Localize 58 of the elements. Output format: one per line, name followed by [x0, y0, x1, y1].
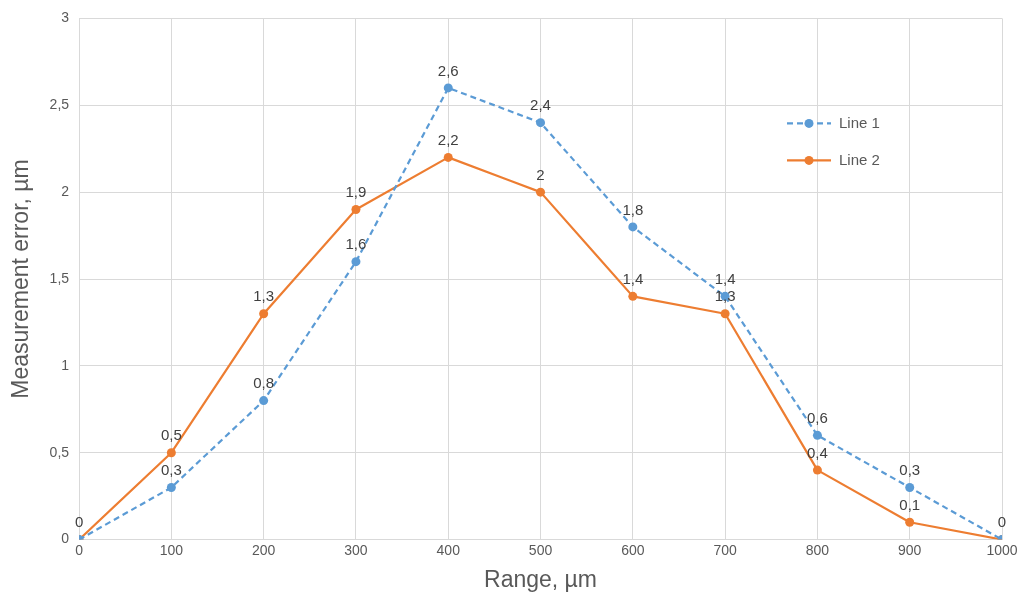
data-label: 1,6	[345, 235, 367, 253]
data-label: 0,3	[160, 461, 182, 479]
data-label: 0,6	[806, 409, 828, 426]
point	[720, 309, 730, 319]
y-tick-label: 3	[61, 9, 70, 26]
data-label: 2,4	[530, 96, 551, 114]
data-label: 1,4	[714, 270, 736, 288]
point	[166, 448, 176, 458]
data-label: 1,3	[253, 287, 275, 305]
point	[351, 205, 361, 215]
data-label: 0,5	[160, 426, 182, 444]
data-label: 0	[74, 513, 84, 531]
point	[628, 291, 638, 301]
y-tick-label: 0	[61, 530, 70, 547]
point	[166, 482, 176, 492]
point	[905, 482, 915, 492]
x-tick-label: 800	[805, 541, 830, 558]
point	[536, 187, 546, 197]
data-label: 0,1	[899, 495, 921, 513]
point	[628, 222, 638, 232]
point	[443, 152, 453, 162]
x-tick-label: 400	[436, 541, 461, 558]
point	[812, 430, 822, 440]
data-label: 1,8	[622, 200, 644, 218]
legend-label: Line 1	[839, 113, 880, 131]
data-label: 0	[997, 513, 1007, 531]
data-label: 2,2	[437, 131, 459, 149]
point	[812, 465, 822, 475]
data-label: 2,6	[437, 61, 459, 79]
y-tick-label: 0,5	[49, 443, 70, 460]
data-label: 0,3	[899, 461, 921, 479]
x-axis-title: Range, µm	[484, 565, 598, 592]
x-tick-label: 200	[251, 541, 276, 558]
point	[536, 118, 546, 128]
point	[259, 396, 269, 406]
data-label: 0,8	[253, 374, 275, 392]
y-tick-label: 2,5	[49, 96, 70, 113]
y-tick-label: 1,5	[49, 269, 70, 286]
x-tick-label: 600	[621, 541, 645, 558]
data-label: 2	[536, 165, 545, 183]
point	[259, 309, 269, 319]
x-tick-label: 700	[713, 541, 738, 558]
x-tick-label: 300	[344, 541, 368, 558]
point	[351, 257, 361, 267]
y-tick-label: 2	[61, 182, 70, 199]
y-axis-title: Measurement error, µm	[7, 159, 34, 399]
legend-label: Line 2	[839, 150, 880, 168]
x-tick-label: 500	[528, 541, 553, 558]
x-tick-label: 0	[75, 541, 84, 558]
x-tick-label: 900	[898, 541, 922, 558]
x-tick-label: 100	[159, 541, 184, 558]
data-label: 0,4	[806, 443, 828, 461]
x-tick-label: 1000	[986, 541, 1018, 558]
data-label: 1,9	[345, 183, 367, 201]
point	[905, 517, 915, 527]
data-label: 1,4	[622, 270, 644, 288]
point	[443, 83, 453, 93]
y-tick-label: 1	[61, 356, 70, 373]
